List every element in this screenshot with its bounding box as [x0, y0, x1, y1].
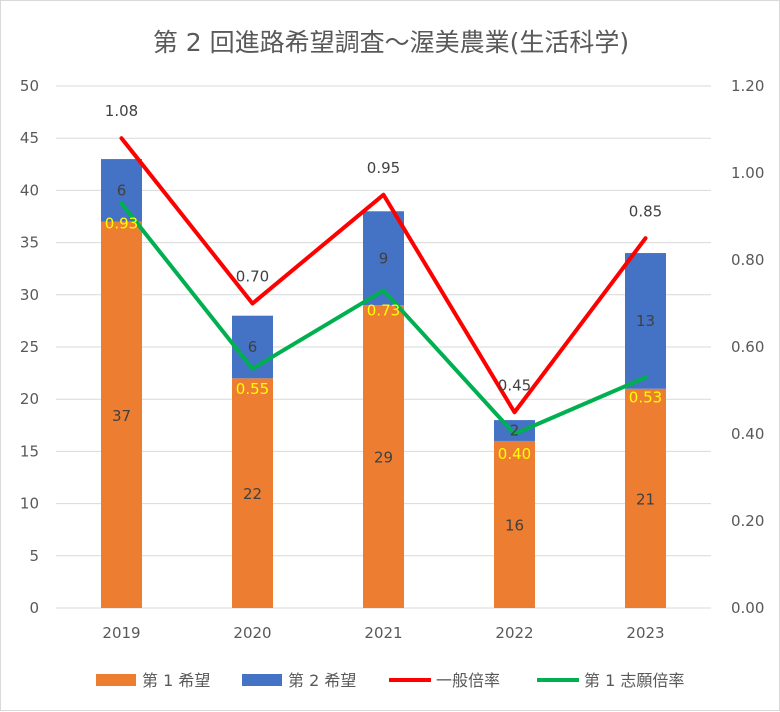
- legend-swatch-second-choice: [242, 674, 282, 686]
- y-left-tick-label: 30: [20, 286, 39, 304]
- data-label-first-rate: 0.53: [629, 388, 662, 406]
- y-left-tick-label: 45: [20, 129, 39, 147]
- legend-label-first-choice: 第 1 希望: [142, 671, 210, 690]
- y-left-tick-label: 25: [20, 338, 39, 356]
- axis-labels: 0 5 10 15 20 25 30 35 40 45 50 0.00 0.20 0.40 0.60 0.80…: [20, 77, 765, 642]
- y-left-tick-label: 50: [20, 77, 39, 95]
- data-label-first-choice: 37: [112, 407, 131, 425]
- y-left-tick-label: 10: [20, 495, 39, 513]
- y-right-tick-label: 1.20: [731, 77, 764, 95]
- data-label-general-rate: 1.08: [105, 102, 138, 120]
- bar-first-choice: [494, 440, 535, 608]
- x-tick-label: 2021: [364, 624, 402, 642]
- data-label-second-choice: 6: [248, 338, 258, 356]
- line-first-rate: [119, 201, 648, 436]
- data-label-first-choice: 22: [243, 485, 262, 503]
- legend-label-second-choice: 第 2 希望: [288, 671, 356, 690]
- chart-legend: 第 1 希望 第 2 希望 一般倍率 第 1 志願倍率: [96, 671, 684, 690]
- data-label-second-choice: 2: [510, 422, 520, 440]
- data-label-second-choice: 6: [117, 181, 127, 199]
- bar-second-choice: [625, 253, 666, 389]
- y-left-tick-label: 35: [20, 234, 39, 252]
- data-label-first-rate: 0.40: [498, 445, 531, 463]
- data-label-general-rate: 0.70: [236, 268, 269, 286]
- data-label-first-rate: 0.73: [367, 301, 400, 319]
- line-general-rate: [119, 136, 648, 415]
- bar-first-choice: [232, 378, 273, 608]
- bar-series: [101, 159, 666, 608]
- x-tick-label: 2023: [626, 624, 664, 642]
- y-left-tick-label: 15: [20, 442, 39, 460]
- y-right-tick-label: 0.60: [731, 338, 764, 356]
- legend-swatch-first-choice: [96, 674, 136, 686]
- chart-title: 第 2 回進路希望調査～渥美農業(生活科学): [153, 28, 629, 57]
- y-right-tick-label: 0.00: [731, 599, 764, 617]
- data-label-first-choice: 16: [505, 516, 524, 534]
- y-right-tick-label: 0.20: [731, 512, 764, 530]
- x-tick-label: 2022: [495, 624, 533, 642]
- y-right-tick-label: 1.00: [731, 164, 764, 182]
- x-tick-label: 2020: [233, 624, 271, 642]
- data-label-general-rate: 0.95: [367, 159, 400, 177]
- data-label-general-rate: 0.45: [498, 376, 531, 394]
- data-label-second-choice: 13: [636, 312, 655, 330]
- y-left-tick-label: 40: [20, 181, 39, 199]
- bar-second-choice: [101, 159, 142, 222]
- data-label-second-choice: 9: [379, 249, 389, 267]
- x-tick-label: 2019: [102, 624, 140, 642]
- data-label-first-choice: 29: [374, 449, 393, 467]
- legend-label-first-rate: 第 1 志願倍率: [584, 671, 684, 690]
- data-labels: 37 6 22 6 29 9 16 2 21 13 1.08 0.70 0.95 0.45 0.85 0.93…: [105, 102, 662, 534]
- data-label-general-rate: 0.85: [629, 202, 662, 220]
- bar-first-choice: [363, 305, 404, 608]
- y-left-tick-label: 5: [29, 547, 39, 565]
- line-series: [119, 136, 648, 436]
- legend-label-general-rate: 一般倍率: [436, 671, 500, 690]
- y-right-tick-label: 0.40: [731, 425, 764, 443]
- y-left-tick-label: 0: [29, 599, 39, 617]
- data-label-first-choice: 21: [636, 490, 655, 508]
- y-left-tick-label: 20: [20, 390, 39, 408]
- y-right-tick-label: 0.80: [731, 251, 764, 269]
- bar-first-choice: [625, 388, 666, 608]
- data-label-first-rate: 0.55: [236, 380, 269, 398]
- data-label-first-rate: 0.93: [105, 214, 138, 232]
- bar-first-choice: [101, 221, 142, 608]
